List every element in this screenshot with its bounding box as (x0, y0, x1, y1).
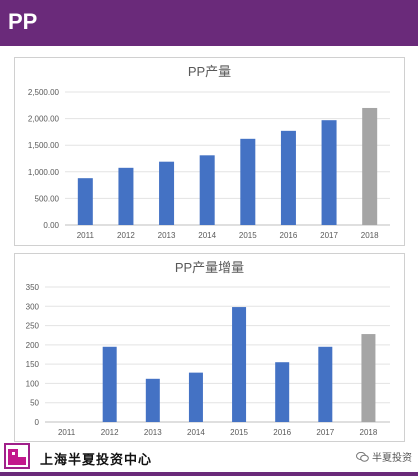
bar-2015 (232, 307, 247, 422)
pp-increment-bar-chart: PP产量增量 0 50 100 150 200 250 300 350 2011 2012 2013 2… (26, 260, 390, 437)
y-tick-label: 1,000.00 (28, 168, 60, 177)
bar-2013 (159, 161, 175, 225)
y-tick-label: 1,500.00 (28, 141, 60, 150)
chart-title: PP产量增量 (175, 260, 244, 275)
bar-2016 (275, 362, 290, 422)
x-tick-label: 2018 (360, 428, 378, 437)
y-tick-label: 0.00 (43, 221, 59, 230)
x-tick-label: 2014 (187, 428, 205, 437)
bar-2012 (102, 346, 117, 422)
x-tick-label: 2018 (361, 231, 379, 240)
y-tick-label: 150 (26, 360, 40, 369)
x-tick-label: 2016 (273, 428, 291, 437)
x-tick-label: 2012 (101, 428, 119, 437)
bar-2014 (188, 372, 203, 422)
bar-2015 (240, 138, 256, 225)
x-tick-label: 2012 (117, 231, 135, 240)
x-tick-label: 2014 (198, 231, 216, 240)
y-tick-label: 50 (30, 399, 39, 408)
wechat-account: 半夏投资 (356, 449, 412, 464)
x-tick-label: 2015 (230, 428, 248, 437)
chart-title: PP产量 (188, 64, 231, 79)
footer-accent-bar (0, 472, 418, 476)
x-tick-label: 2013 (144, 428, 162, 437)
page-title: PP (8, 9, 38, 34)
y-tick-label: 2,000.00 (28, 115, 60, 124)
bar-2013 (145, 378, 160, 422)
y-tick-label: 500.00 (35, 194, 60, 203)
chart-card-pp-output: PP产量 0.00 500.00 1,000.00 1,500.00 2,000.00 2,… (14, 57, 405, 246)
bar-2016 (280, 130, 296, 225)
y-tick-label: 2,500.00 (28, 88, 60, 97)
x-tick-label: 2017 (316, 428, 334, 437)
chart-card-pp-increment: PP产量增量 0 50 100 150 200 250 300 350 2011 2012 2013 2… (14, 253, 405, 442)
bar-2018 (362, 107, 378, 225)
bar-2018 (361, 334, 376, 422)
bar-2012 (118, 167, 134, 225)
x-tick-label: 2011 (58, 428, 76, 437)
y-tick-label: 0 (35, 418, 40, 427)
x-tick-label: 2016 (280, 231, 298, 240)
y-tick-label: 200 (26, 341, 40, 350)
y-tick-label: 350 (26, 283, 40, 292)
y-tick-label: 250 (26, 322, 40, 331)
bar-2011 (77, 178, 93, 225)
x-tick-label: 2013 (158, 231, 176, 240)
bar-2014 (199, 155, 215, 225)
y-tick-label: 300 (26, 302, 40, 311)
footer: 上海半夏投资中心 半夏投资 (0, 441, 418, 476)
bar-2017 (321, 120, 337, 225)
banxia-logo-icon (4, 443, 34, 469)
header-banner: PP (0, 0, 418, 46)
x-tick-label: 2017 (320, 231, 338, 240)
y-tick-label: 100 (26, 379, 40, 388)
wechat-icon (356, 452, 369, 462)
x-tick-label: 2011 (77, 231, 95, 240)
x-tick-label: 2015 (239, 231, 257, 240)
pp-output-bar-chart: PP产量 0.00 500.00 1,000.00 1,500.00 2,000.00 2,… (28, 64, 390, 240)
organization-name: 上海半夏投资中心 (40, 453, 153, 468)
wechat-account-label: 半夏投资 (372, 453, 412, 464)
bar-2017 (318, 346, 333, 422)
